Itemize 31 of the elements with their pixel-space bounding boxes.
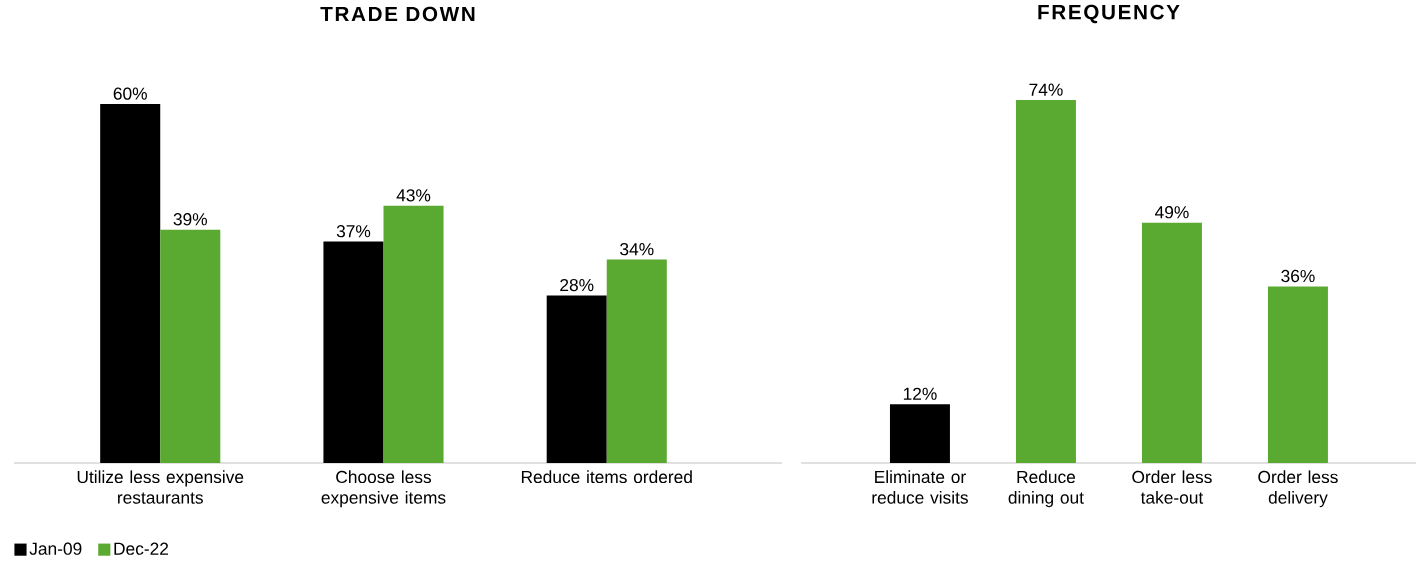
data-label: 37% [336, 225, 371, 238]
x-tick-label: Choose less expensive items [321, 470, 446, 508]
x-tick-label: Eliminate or reduce visits [872, 470, 968, 504]
bar [323, 241, 384, 463]
x-tick-label: Reduce dining out [1008, 470, 1084, 508]
x-tick-label: Order less take-out [1132, 470, 1212, 504]
bar [1015, 100, 1076, 463]
data-label: 43% [396, 189, 431, 202]
data-label: 28% [560, 278, 594, 292]
x-tick-label: Reduce items ordered [521, 470, 692, 484]
bar [606, 259, 667, 463]
bar [100, 104, 161, 463]
bar [160, 229, 221, 463]
data-label: 12% [903, 387, 937, 400]
chart-title: FREQUENCY [1038, 4, 1180, 24]
bar [1267, 286, 1328, 463]
bar [383, 205, 444, 463]
bar [889, 404, 950, 463]
data-label: 74% [1029, 83, 1063, 96]
data-label: 36% [1281, 269, 1315, 283]
legend-label: Dec-22 [114, 542, 169, 555]
data-label: 34% [620, 243, 654, 256]
data-label: 39% [173, 213, 207, 226]
x-tick-label: Order less delivery [1258, 470, 1338, 508]
data-label: 60% [113, 87, 147, 100]
x-tick-label: Utilize less expensive restaurants [77, 470, 244, 504]
chart-title: TRADE DOWN [320, 6, 475, 22]
bar [1141, 222, 1202, 463]
data-label: 49% [1155, 206, 1189, 219]
legend-label: Jan-09 [29, 542, 82, 555]
bar [546, 295, 607, 463]
